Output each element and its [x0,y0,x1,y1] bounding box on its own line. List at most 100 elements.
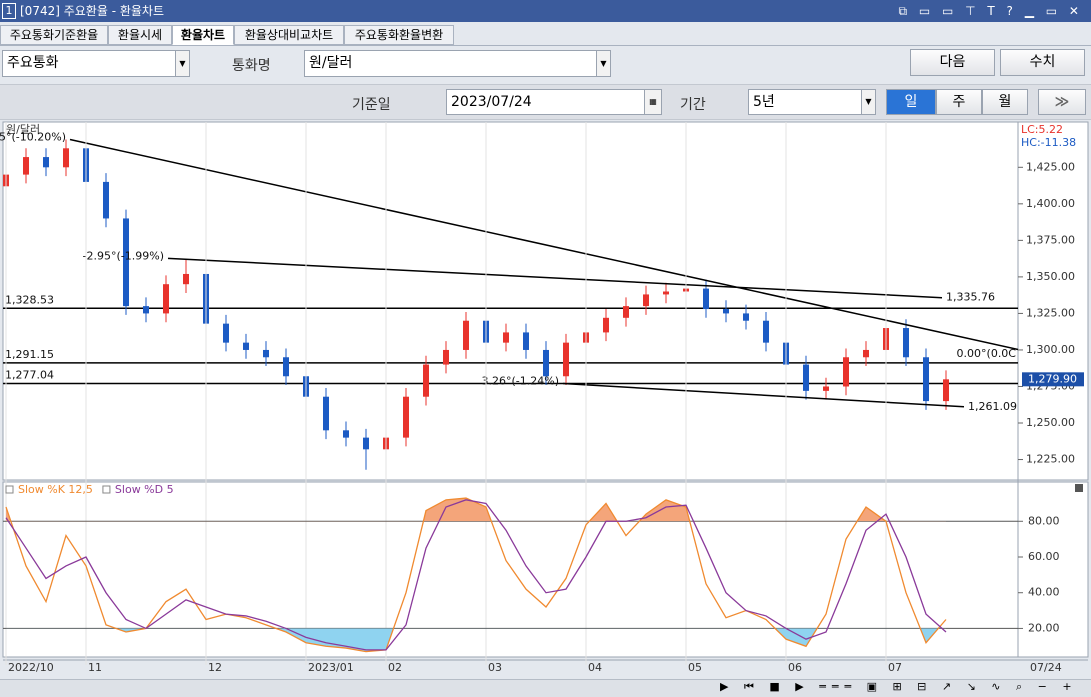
candle-body [43,157,49,168]
candle-body [263,349,269,358]
select-text: 5년 [753,94,775,110]
tab[interactable]: 주요통화환율변환 [344,25,454,45]
legend-label: Slow %K 12,5 [18,483,93,496]
candle-body [643,294,649,307]
candle-body [243,342,249,350]
candle-body [563,342,569,377]
tab-active[interactable]: 환율차트 [172,25,234,45]
candle-body [803,364,809,391]
stat: HC:-11.38 [1021,136,1076,149]
window-title: [0742] 주요환율 - 환율차트 [20,4,164,18]
x-tick-label: 06 [788,661,802,674]
trend-end-label: 1,261.09 [968,400,1017,413]
candle-body [903,328,909,358]
window-buttons[interactable]: ⧉ ▭ ▭ ⊤ T ? ▁ ▭ ✕ [898,4,1083,18]
candle-body [743,313,749,321]
candle-body [503,332,509,343]
candle-body [723,309,729,314]
select-text: 주요통화 [7,55,59,71]
period-select[interactable]: 5년 ▼ [748,89,876,115]
window-badge: 1 [2,3,16,19]
candle-body [843,357,849,387]
candle-body [763,320,769,343]
candle-body [603,317,609,333]
tab[interactable]: 환율시세 [108,25,172,45]
candle-body [63,148,69,168]
y-tick-label: 1,250.00 [1026,416,1075,429]
trend-label: 3.26°(-1.24%) [482,375,560,388]
candle-body [403,396,409,438]
values-button[interactable]: 수치 [1000,49,1085,76]
y-tick-label: 60.00 [1028,550,1060,563]
h-line-label: 1,328.53 [5,293,54,306]
title-bar: 1 [0742] 주요환율 - 환율차트 ⧉ ▭ ▭ ⊤ T ? ▁ ▭ ✕ [0,0,1091,22]
stoch-line [5,499,947,651]
currency-group-select[interactable]: 주요통화 ▼ [2,50,190,77]
y-tick-label: 20.00 [1028,621,1060,634]
price-title: 원/달러 [6,123,40,136]
candle-body [863,349,869,358]
y-tick-label: 40.00 [1028,586,1060,599]
candle-body [143,306,149,314]
y-tick-label: 1,325.00 [1026,306,1075,319]
last-value-box [1022,372,1084,387]
candle-body [523,332,529,350]
legend-label: Slow %D 5 [115,483,174,496]
forward-button[interactable]: ≫ [1038,89,1086,115]
y-tick-label: 1,300.00 [1026,343,1075,356]
overbought-fill [6,498,946,522]
calendar[interactable]: ▦ [644,90,661,114]
trend-label: -2.95°(-1.99%) [83,249,164,262]
tab[interactable]: 환율상대비교차트 [234,25,344,45]
candle-body [183,273,189,285]
stoch-panel [2,481,1089,658]
panel-button[interactable] [1075,484,1083,492]
trend-line [562,382,965,408]
candle-body [283,357,289,377]
price-panel [2,121,1089,481]
y-tick-label: 1,350.00 [1026,270,1075,283]
stat: LC:5.22 [1021,123,1063,136]
candle-body [463,320,469,350]
base-date-input[interactable]: 2023/07/24 ▦ [446,89,662,115]
candle-body [23,157,29,175]
h-line-label: 1,291.15 [5,348,54,361]
candle-body [443,349,449,365]
y-tick-label: 1,400.00 [1026,197,1075,210]
candle-body [103,181,109,219]
x-tick-label: 05 [688,661,702,674]
stoch-line [5,497,947,653]
next-button[interactable]: 다음 [910,49,995,76]
x-tick-label: 11 [88,661,102,674]
x-tick-label: 2023/01 [308,661,354,674]
x-tick-label: 02 [388,661,402,674]
trend-line [167,257,943,299]
toolbar-icons[interactable]: ▶ ⏮ ■ ▶ ═══ ▣ ⊞ ⊟ ↗ ↘ ∿ ⌕ − + [720,680,1078,693]
candle-body [123,218,129,307]
x-tick-label: 07 [888,661,902,674]
trend-line [69,138,1019,351]
x-tick-label: 03 [488,661,502,674]
candle-body [423,364,429,397]
arrow: ▼ [596,51,610,76]
date-text: 2023/07/24 [451,94,532,110]
currency-label: 통화명 [232,58,271,74]
candle-body [823,386,829,391]
arrow: ▼ [861,90,875,114]
last-date: 07/24 [1030,661,1062,674]
interval-button[interactable]: 주 [936,89,982,115]
tab[interactable]: 주요통화기준환율 [0,25,108,45]
interval-button[interactable]: 일 [886,89,936,115]
base-date-label: 기준일 [352,97,391,113]
interval-button[interactable]: 월 [982,89,1028,115]
h-line-label: 1,277.04 [5,369,54,382]
currency-select[interactable]: 원/달러 ▼ [304,50,611,77]
candle-body [223,323,229,343]
x-tick-label: 12 [208,661,222,674]
last-value-label: 1,279.90 [1028,372,1077,385]
select-text: 원/달러 [309,55,353,71]
trend-label: 5°(-10.20%) [0,131,66,144]
arrow: ▼ [175,51,189,76]
candle-body [703,288,709,310]
